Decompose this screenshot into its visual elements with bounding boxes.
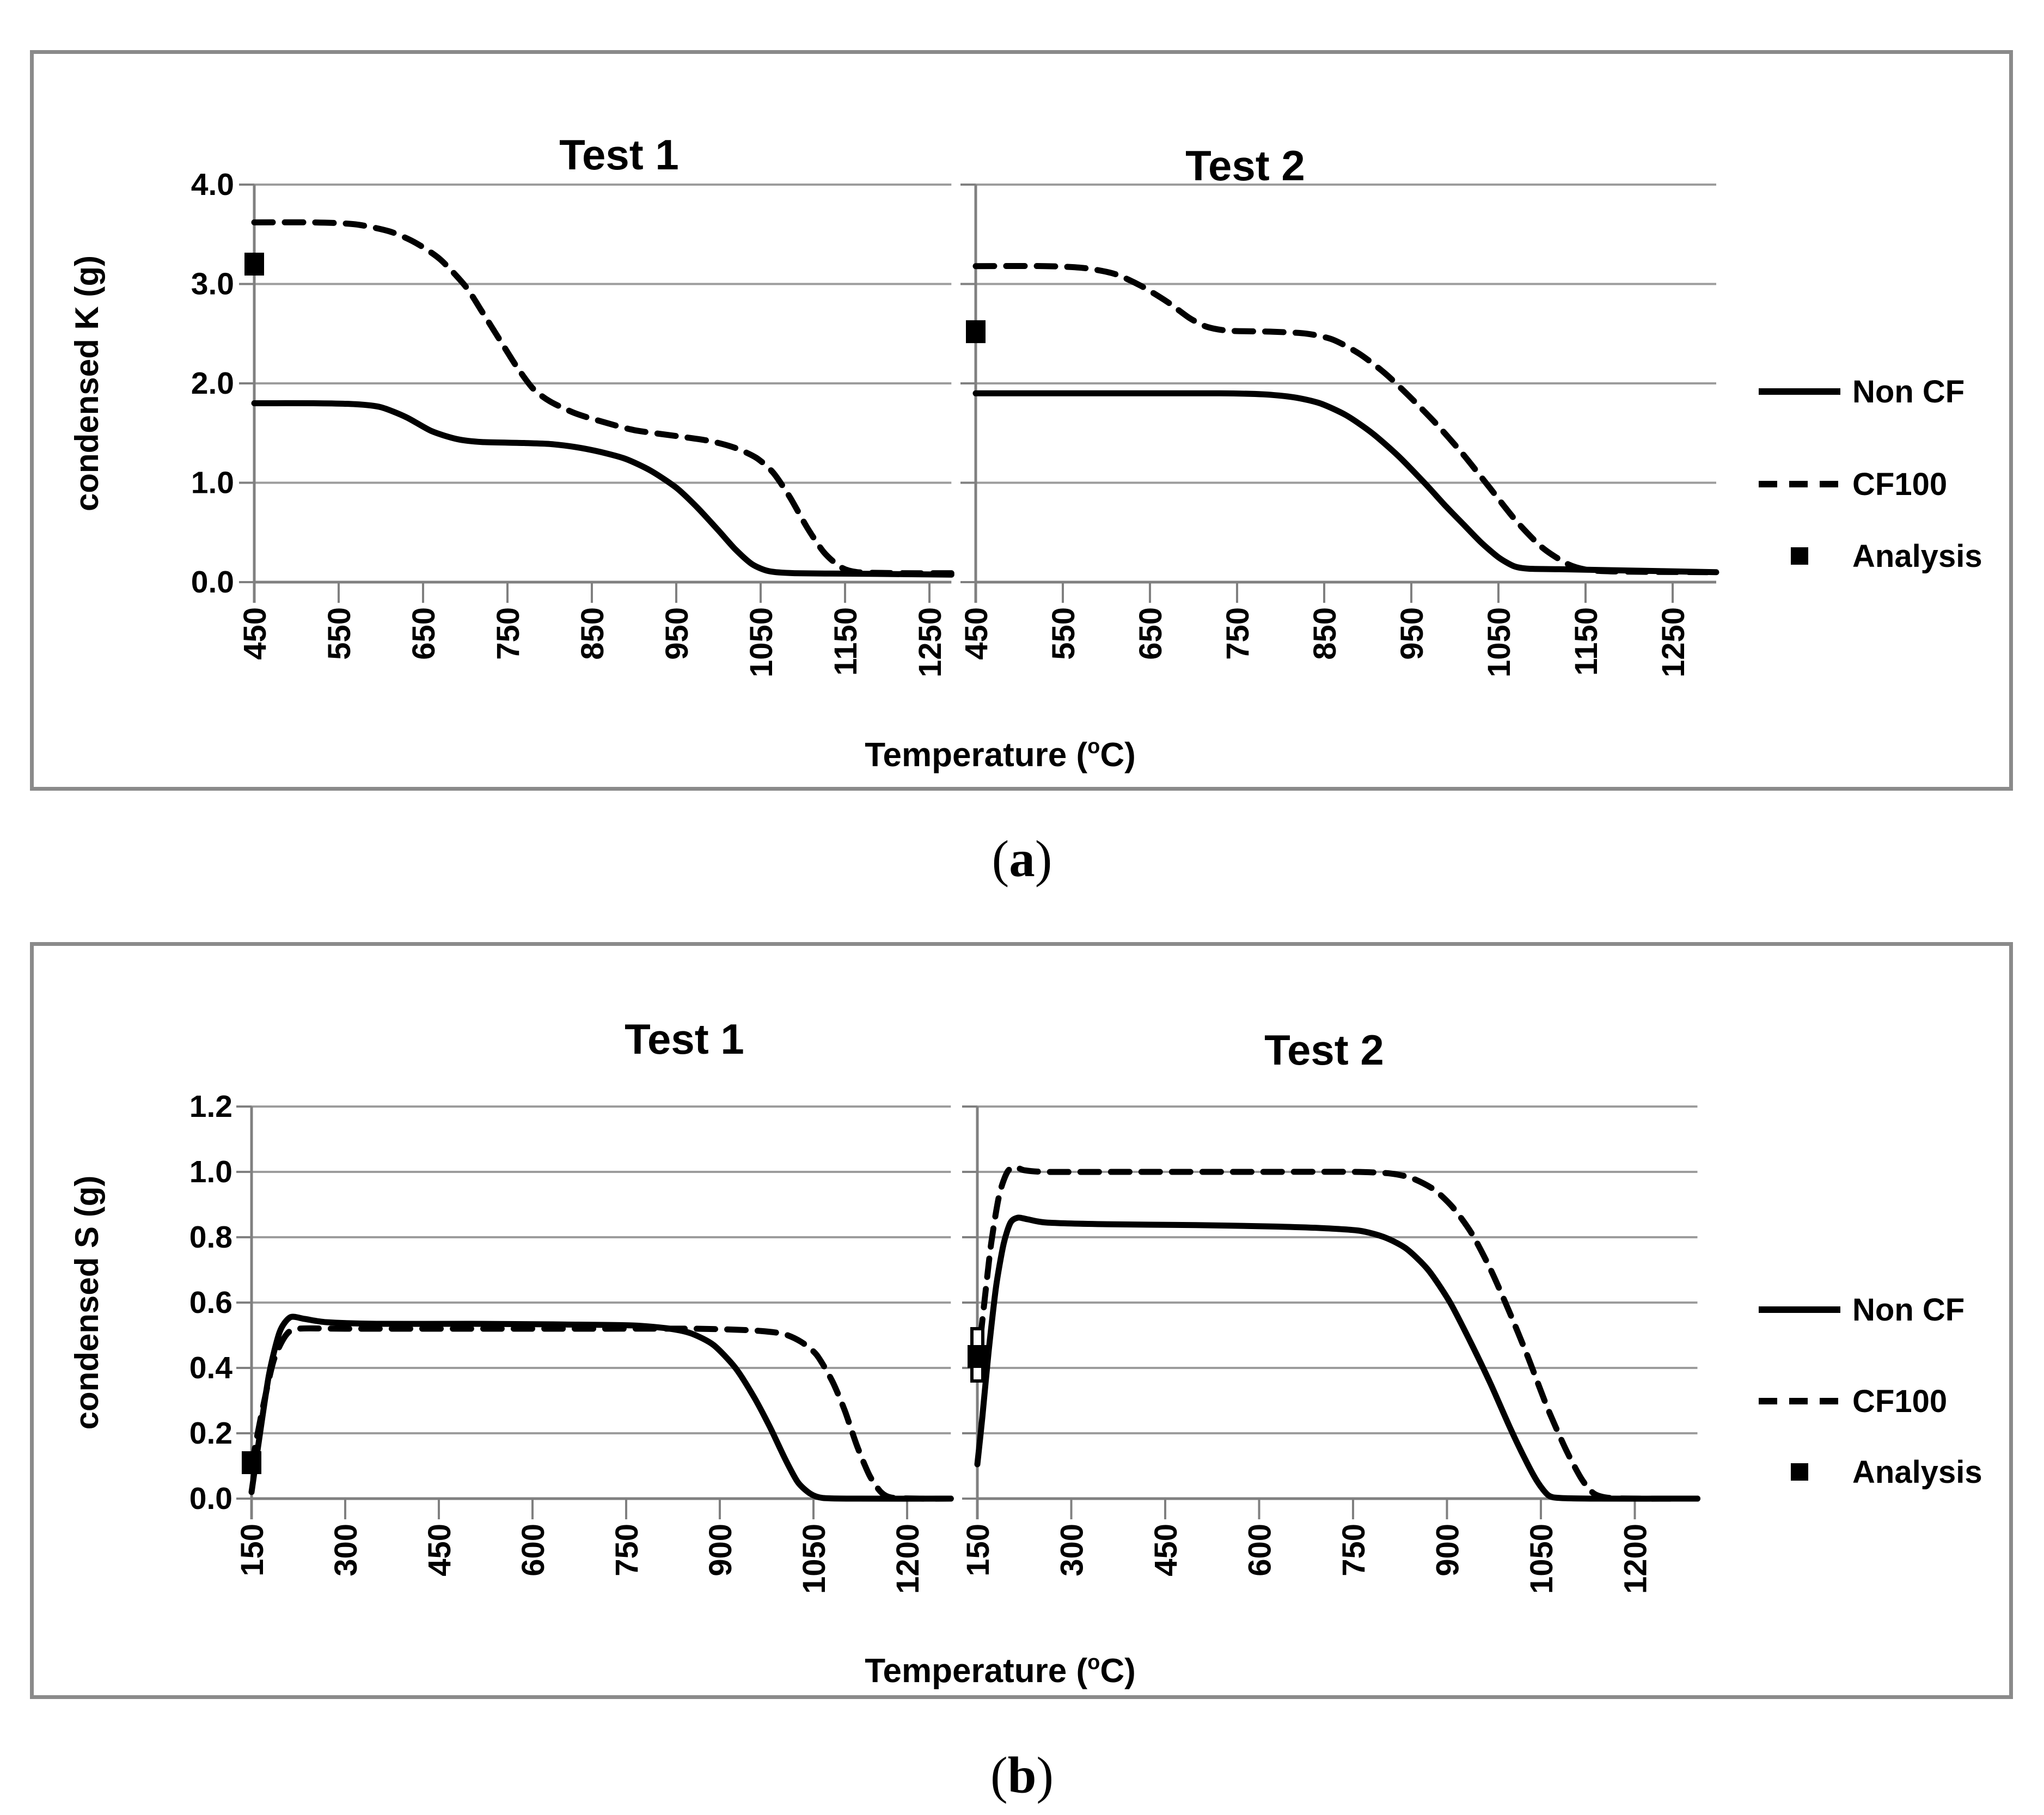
x-tick-label: 1200 xyxy=(1618,1524,1654,1594)
x-tick-label: 1250 xyxy=(913,607,948,677)
x-tick-label: 950 xyxy=(659,607,695,660)
subplot-title: Test 1 xyxy=(625,1015,744,1063)
caption-b-paren-open: ( xyxy=(990,1746,1008,1804)
y-axis-title: condensed S (g) xyxy=(69,1176,105,1430)
y-tick-label: 0.4 xyxy=(189,1350,233,1385)
caption-a-letter: a xyxy=(1009,830,1035,888)
legend-label: Analysis xyxy=(1852,1455,1982,1490)
x-tick-label: 150 xyxy=(960,1524,996,1576)
panel-a: 450 550 650 750 850 950 1050 1150 1250 Test 1 450 5… xyxy=(30,50,2013,791)
y-tick-label: 0.6 xyxy=(189,1285,232,1320)
x-tick-label: 850 xyxy=(575,607,610,660)
y-tick-label: 1.0 xyxy=(191,466,234,500)
x-tick-label: 150 xyxy=(235,1524,270,1576)
series-cf100-line xyxy=(248,1325,954,1502)
legend-label: CF100 xyxy=(1852,1384,1947,1419)
x-tick-label: 450 xyxy=(237,607,273,660)
x-tick-label: 650 xyxy=(406,607,442,660)
caption-b-paren-close: ) xyxy=(1036,1746,1054,1804)
x-tick-label: 550 xyxy=(1046,607,1081,660)
x-tick-label: 450 xyxy=(959,607,994,660)
x-tick-label: 750 xyxy=(491,607,526,660)
x-tick-label: 600 xyxy=(516,1524,551,1576)
y-tick-label: 2.0 xyxy=(191,366,234,401)
y-tick-label: 1.2 xyxy=(189,1089,232,1124)
chart-condensed-s: 150 300 450 600 750 900 1050 1200 Test 1 150 300 45… xyxy=(69,1015,1982,1690)
series-non-cf-line xyxy=(251,400,954,578)
caption-b: (b) xyxy=(0,1745,2044,1805)
analysis-marker xyxy=(242,1451,261,1474)
x-tick-label: 450 xyxy=(422,1524,457,1576)
y-axis-title: condensed K (g) xyxy=(69,255,105,511)
legend-square-swatch xyxy=(1791,1463,1808,1481)
x-axis-title: Temperature (oC) xyxy=(865,1651,1135,1690)
x-tick-label: 600 xyxy=(1243,1524,1278,1576)
y-tick-label: 0.0 xyxy=(191,565,234,600)
caption-a: (a) xyxy=(0,829,2044,889)
x-tick-label: 750 xyxy=(1220,607,1256,660)
y-tick-label: 1.0 xyxy=(189,1154,232,1189)
y-tick-label: 0.8 xyxy=(189,1220,232,1255)
x-tick-label: 750 xyxy=(609,1524,645,1576)
series-cf100-line xyxy=(974,1164,1700,1502)
subplot-title: Test 1 xyxy=(559,131,679,179)
legend-label: Non CF xyxy=(1852,374,1965,410)
legend-label: CF100 xyxy=(1852,467,1947,502)
x-tick-label: 1050 xyxy=(1524,1524,1559,1594)
chart-condensed-k: 450 550 650 750 850 950 1050 1150 1250 Test 1 450 5… xyxy=(69,131,1982,774)
x-axis-title: Temperature (oC) xyxy=(865,735,1135,774)
x-tick-label: 450 xyxy=(1148,1524,1184,1576)
analysis-marker xyxy=(968,1345,987,1368)
x-tick-label: 900 xyxy=(703,1524,738,1576)
x-tick-label: 1200 xyxy=(890,1524,926,1594)
x-tick-label: 1150 xyxy=(1569,607,1604,676)
x-tick-label: 300 xyxy=(328,1524,364,1576)
caption-a-paren-open: ( xyxy=(992,830,1009,888)
x-tick-label: 650 xyxy=(1133,607,1168,660)
x-tick-label: 750 xyxy=(1336,1524,1372,1576)
panel-b: 150 300 450 600 750 900 1050 1200 Test 1 150 300 45… xyxy=(30,942,2013,1699)
x-tick-label: 950 xyxy=(1394,607,1430,660)
x-tick-label: 1250 xyxy=(1656,607,1691,677)
series-non-cf-line xyxy=(972,390,1719,576)
y-tick-label: 4.0 xyxy=(191,167,234,202)
legend-label: Non CF xyxy=(1852,1292,1965,1328)
x-tick-label: 1150 xyxy=(828,607,864,676)
x-tick-label: 1050 xyxy=(797,1524,832,1594)
x-tick-label: 1050 xyxy=(744,607,779,677)
legend-square-swatch xyxy=(1791,547,1808,565)
y-tick-label: 0.2 xyxy=(189,1416,232,1451)
subplot-title: Test 2 xyxy=(1264,1026,1384,1074)
x-tick-label: 850 xyxy=(1307,607,1343,660)
series-cf100-line xyxy=(972,262,1719,576)
series-non-cf-line xyxy=(974,1214,1700,1502)
x-tick-label: 550 xyxy=(322,607,357,660)
x-tick-label: 300 xyxy=(1055,1524,1090,1576)
caption-b-letter: b xyxy=(1007,1746,1037,1804)
x-tick-label: 1050 xyxy=(1482,607,1517,677)
caption-a-paren-close: ) xyxy=(1035,830,1052,888)
x-tick-label: 900 xyxy=(1430,1524,1466,1576)
y-tick-label: 3.0 xyxy=(191,267,234,302)
legend-label: Analysis xyxy=(1852,539,1982,574)
y-tick-label: 0.0 xyxy=(189,1481,232,1516)
series-cf100-line xyxy=(251,219,954,577)
analysis-marker xyxy=(244,253,264,276)
subplot-title: Test 2 xyxy=(1185,142,1305,190)
analysis-marker xyxy=(966,320,986,344)
